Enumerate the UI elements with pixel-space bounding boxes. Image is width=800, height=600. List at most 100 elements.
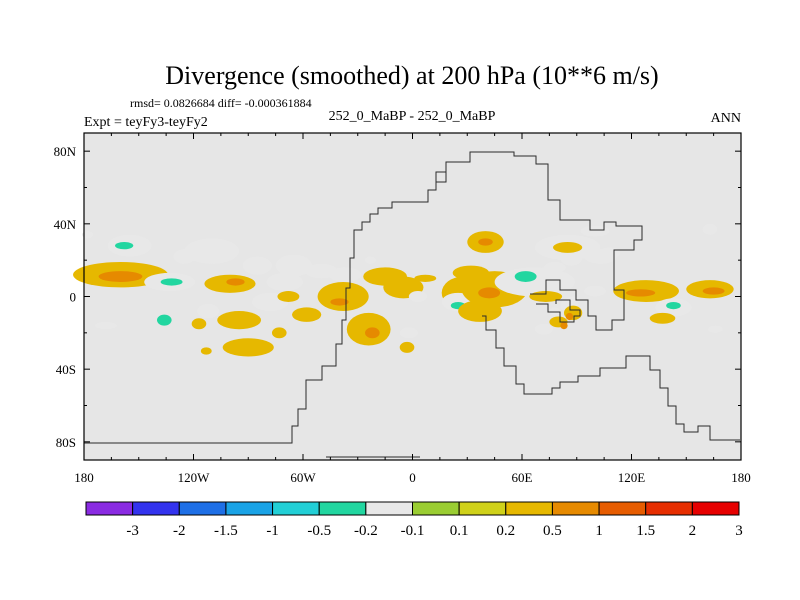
anomaly-patch	[94, 321, 117, 330]
anomaly-patch	[271, 327, 287, 339]
colorbar: -3 -2 -1.5 -1 -0.5 -0.2 -0.1 0.1 0.2 0.5 1 1.5 2 3	[85, 501, 743, 539]
colorbar-swatch	[132, 501, 180, 516]
x-tick-label: 180	[74, 470, 94, 485]
coastline-africa-east	[482, 315, 740, 441]
chart-title: Divergence (smoothed) at 200 hPa (10**6 …	[165, 61, 658, 90]
anomaly-patch	[560, 321, 568, 330]
anomaly-patch	[408, 291, 428, 302]
anomaly-patch	[543, 261, 566, 273]
coastline-africa-west	[84, 201, 410, 444]
anomaly-patch	[160, 278, 183, 286]
colorbar-swatch	[85, 501, 134, 516]
anomaly-patch	[197, 303, 220, 319]
anomaly-patch	[328, 267, 362, 282]
anomaly-patch	[580, 225, 610, 237]
anomaly-patch	[330, 298, 349, 306]
colorbar-swatch	[458, 501, 507, 516]
anomaly-patch	[553, 242, 583, 253]
anomaly-patch	[478, 287, 501, 299]
anomaly-patch	[649, 312, 676, 324]
colorbar-label: -3	[126, 523, 139, 539]
anomaly-patch	[98, 271, 143, 282]
coastline-asia	[410, 151, 643, 331]
colorbar-swatch	[178, 501, 227, 516]
continent-outlines	[84, 151, 740, 458]
anomaly-patch	[702, 223, 718, 235]
x-tick-label: 120W	[178, 470, 211, 485]
anomaly-patch	[82, 231, 94, 239]
anomaly-patch	[222, 338, 274, 357]
season-label: ANN	[711, 111, 741, 126]
colorbar-label: 1	[595, 523, 603, 539]
y-tick-label: 80N	[54, 144, 77, 159]
colorbar-label: 0.1	[450, 523, 469, 539]
anomaly-patch	[277, 291, 300, 302]
y-tick-label: 0	[70, 290, 77, 305]
anomaly-patch	[452, 265, 490, 281]
anomaly-patch	[173, 249, 196, 264]
colorbar-swatch	[365, 501, 414, 516]
anomaly-patch	[292, 307, 322, 322]
x-tick-label: 180	[731, 470, 751, 485]
colorbar-swatch	[505, 501, 553, 516]
anomaly-patch	[115, 242, 134, 250]
colorbar-label: 3	[735, 523, 743, 539]
anomaly-patch	[365, 327, 380, 339]
anomaly-patches	[73, 223, 734, 357]
colorbar-label: -0.1	[401, 523, 425, 539]
colorbar-swatch	[645, 501, 693, 516]
coastline-islands	[536, 299, 581, 323]
colorbar-label: -1.5	[214, 523, 238, 539]
y-tick-label: 40S	[56, 362, 76, 377]
anomaly-patch	[317, 281, 369, 312]
anomaly-patch	[217, 311, 262, 330]
anomaly-patch	[226, 278, 245, 286]
colorbar-label: 2	[689, 523, 697, 539]
colorbar-swatch	[318, 501, 367, 516]
anomaly-patch	[534, 323, 554, 335]
anomaly-patch	[494, 267, 575, 297]
experiment-label: Expt = teyFy3-teyFy2	[84, 115, 208, 130]
x-axis-ticks: 180 120W 60W 0 60E 120E 180	[74, 133, 751, 485]
colorbar-label: 1.5	[636, 523, 655, 539]
coastline-north	[436, 172, 447, 183]
anomaly-patch	[275, 254, 313, 277]
anomaly-patch	[708, 325, 723, 333]
anomaly-patch	[626, 289, 656, 297]
anomaly-patch	[399, 327, 418, 339]
anomaly-patch	[191, 318, 207, 330]
stats-label: rmsd= 0.0826684 diff= -0.000361884	[130, 96, 312, 110]
anomaly-patch	[266, 272, 303, 292]
colorbar-label: 0.2	[496, 523, 515, 539]
x-tick-label: 120E	[618, 470, 646, 485]
anomaly-patch	[200, 347, 212, 355]
colorbar-swatch	[272, 501, 320, 516]
colorbar-label: -0.5	[307, 523, 331, 539]
x-tick-label: 0	[409, 470, 416, 485]
colorbar-swatch	[598, 501, 647, 516]
colorbar-swatch	[412, 501, 460, 516]
colorbar-swatch	[551, 501, 600, 516]
y-axis-ticks: 80N 40N 0 40S 80S	[54, 144, 741, 450]
anomaly-patch	[514, 271, 537, 282]
anomaly-patch	[414, 274, 437, 282]
anomaly-patch	[184, 238, 240, 264]
anomaly-patch	[549, 307, 561, 315]
center-label: 252_0_MaBP - 252_0_MaBP	[329, 109, 496, 124]
colorbar-label: 0.5	[543, 523, 562, 539]
anomaly-patch	[702, 287, 725, 295]
y-tick-label: 40N	[54, 217, 77, 232]
anomaly-patch	[666, 301, 681, 310]
anomaly-patch	[399, 341, 415, 353]
anomaly-patch	[478, 238, 493, 246]
colorbar-swatch	[691, 501, 740, 516]
x-tick-label: 60E	[512, 470, 533, 485]
y-tick-label: 80S	[56, 435, 76, 450]
colorbar-label: -1	[266, 523, 279, 539]
colorbar-label: -2	[173, 523, 186, 539]
colorbar-swatch	[225, 501, 274, 516]
anomaly-patch	[365, 256, 376, 264]
x-tick-label: 60W	[290, 470, 316, 485]
anomaly-patch	[565, 296, 581, 304]
